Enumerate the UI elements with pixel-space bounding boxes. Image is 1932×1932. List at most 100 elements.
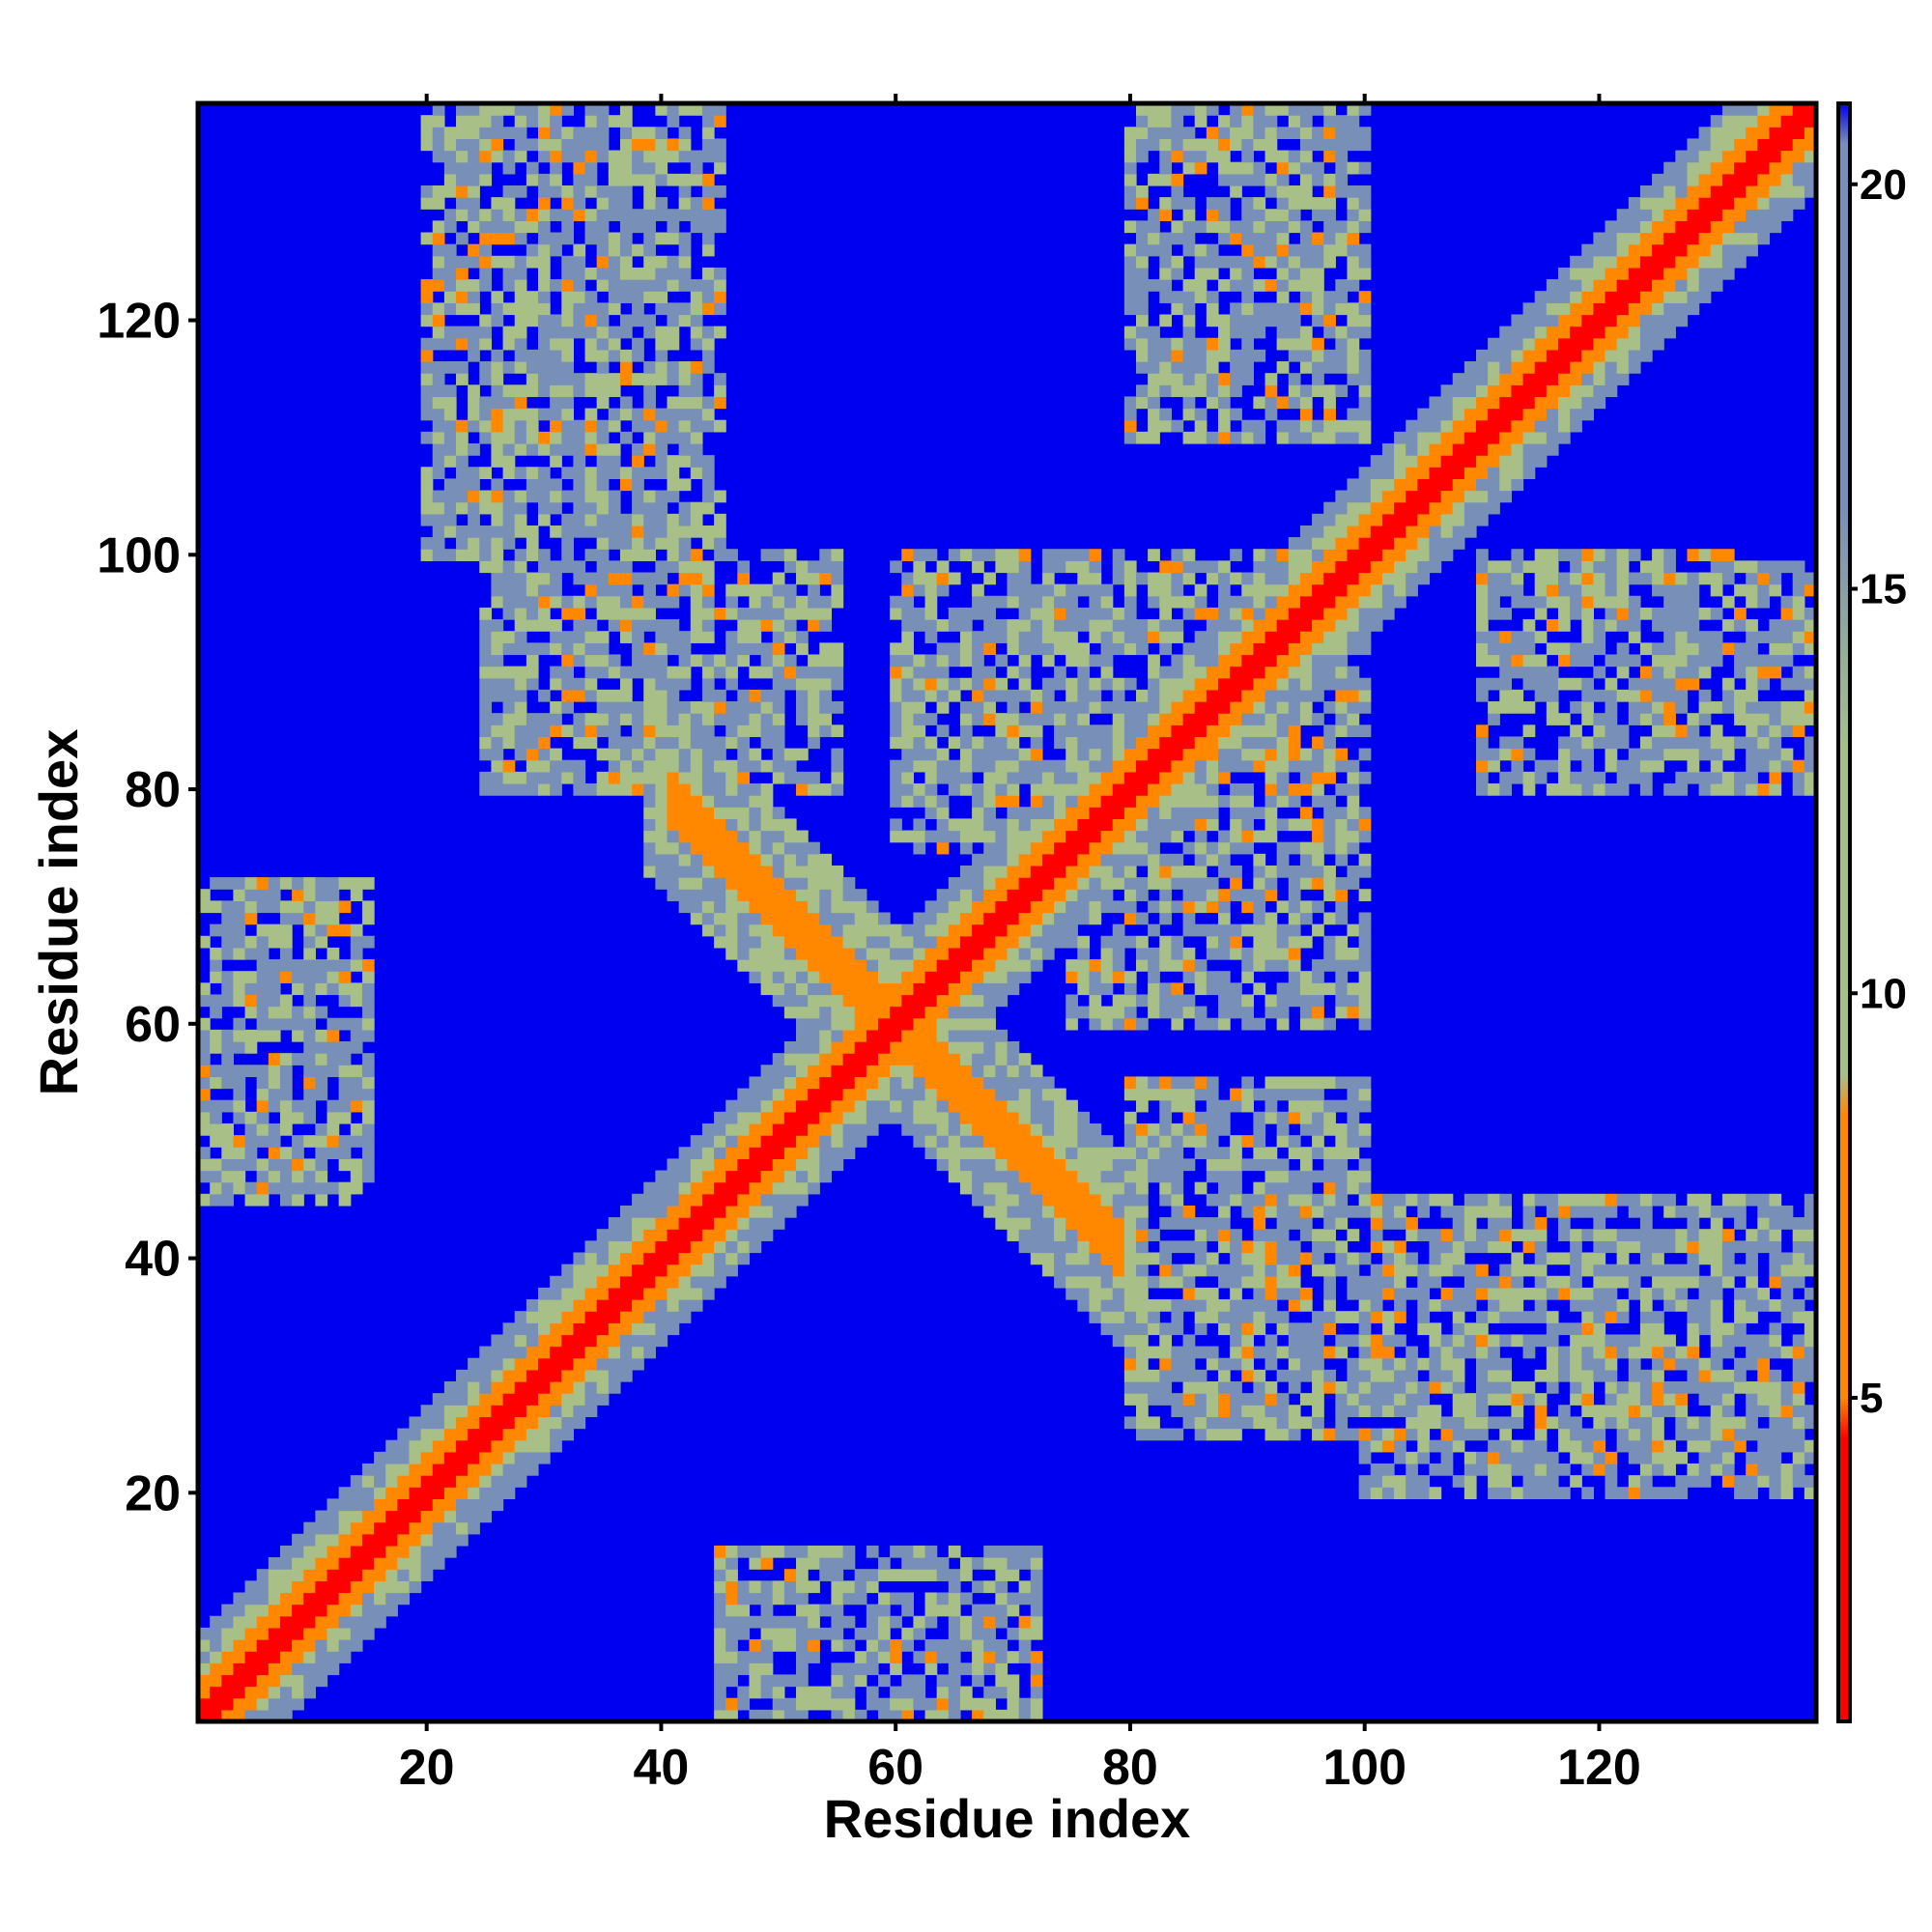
heatmap-cell <box>995 1053 1009 1065</box>
heatmap-cell <box>877 1053 961 1065</box>
heatmap-cell <box>1241 748 1266 761</box>
heatmap-cell <box>1041 689 1055 702</box>
heatmap-cell <box>1746 782 1758 796</box>
heatmap-cell <box>924 971 961 983</box>
heatmap-cell <box>1288 1147 1313 1159</box>
heatmap-cell <box>808 971 820 983</box>
heatmap-cell <box>1230 220 1254 234</box>
heatmap-cell <box>1488 1393 1513 1406</box>
heatmap-cell <box>1663 1393 1676 1406</box>
heatmap-cell <box>1182 431 1208 444</box>
heatmap-cell <box>1323 103 1336 116</box>
heatmap-cell <box>1639 1322 1664 1336</box>
heatmap-cell <box>1804 689 1817 702</box>
heatmap-cell <box>1182 337 1208 351</box>
heatmap-cell <box>1639 1311 1664 1323</box>
heatmap-cell <box>1030 1709 1043 1722</box>
heatmap-cell <box>573 1264 610 1277</box>
heatmap-cell <box>866 1545 879 1558</box>
heatmap-cell <box>385 1510 422 1523</box>
heatmap-cell <box>268 1076 281 1090</box>
heatmap-cell <box>1488 560 1513 574</box>
heatmap-cell <box>1570 724 1582 738</box>
heatmap-cell <box>1264 1111 1278 1124</box>
heatmap-cell <box>1804 701 1817 714</box>
heatmap-cell <box>655 431 692 444</box>
heatmap-cell <box>537 267 551 280</box>
heatmap-cell <box>913 959 938 972</box>
heatmap-cell <box>842 889 867 901</box>
heatmap-cell <box>1312 666 1336 679</box>
heatmap-cell <box>1440 1381 1454 1394</box>
heatmap-cell <box>737 1240 751 1254</box>
heatmap-cell <box>1171 654 1184 668</box>
heatmap-cell <box>1652 1381 1664 1394</box>
heatmap-cell <box>256 1697 270 1711</box>
heatmap-cell <box>303 923 316 937</box>
heatmap-cell <box>1593 373 1606 385</box>
heatmap-cell <box>502 361 516 374</box>
heatmap-cell <box>1769 1322 1782 1336</box>
heatmap-cell <box>1264 994 1278 1008</box>
heatmap-cell <box>1206 431 1219 444</box>
heatmap-cell <box>690 782 703 796</box>
heatmap-cell <box>491 1334 516 1348</box>
heatmap-cell <box>936 1017 996 1031</box>
heatmap-cell <box>1463 431 1500 444</box>
heatmap-cell <box>303 1158 316 1172</box>
heatmap-cell <box>1698 255 1723 269</box>
heatmap-cell <box>1687 243 1712 257</box>
heatmap-cell <box>972 583 984 597</box>
heatmap-cell <box>327 1017 363 1031</box>
heatmap-cell <box>1522 619 1536 632</box>
heatmap-cell <box>584 713 610 725</box>
heatmap-cell <box>749 807 762 819</box>
heatmap-cell <box>1358 1487 1372 1499</box>
heatmap-cell <box>327 982 340 996</box>
heatmap-cell <box>420 396 434 410</box>
heatmap-cell <box>338 1533 363 1547</box>
heatmap-cell <box>1323 748 1336 761</box>
heatmap-cell <box>1253 572 1266 585</box>
heatmap-cell <box>1253 865 1266 878</box>
heatmap-cell <box>760 807 774 819</box>
heatmap-cell <box>573 127 610 140</box>
heatmap-cell <box>1746 631 1794 643</box>
heatmap-cell <box>198 1099 235 1113</box>
heatmap-cell <box>1030 1662 1043 1676</box>
heatmap-cell <box>1347 525 1372 538</box>
heatmap-cell <box>1323 1369 1336 1382</box>
heatmap-cell <box>1041 549 1091 561</box>
heatmap-cell <box>1148 349 1173 362</box>
heatmap-cell <box>1312 771 1336 784</box>
heatmap-cell <box>1030 947 1043 960</box>
heatmap-cell <box>796 1580 820 1594</box>
heatmap-cell <box>1675 701 1689 714</box>
heatmap-cell <box>1276 1252 1301 1265</box>
y-tick-label: 40 <box>125 1232 181 1288</box>
heatmap-cell <box>561 525 633 538</box>
heatmap-cell <box>1570 1240 1582 1254</box>
heatmap-cell <box>1370 1381 1406 1394</box>
heatmap-cell <box>1123 1006 1137 1019</box>
heatmap-cell <box>1054 724 1114 738</box>
heatmap-cell <box>936 572 950 585</box>
heatmap-cell <box>783 771 820 784</box>
heatmap-cell <box>1230 115 1242 128</box>
heatmap-cell <box>514 337 527 351</box>
heatmap-cell <box>995 560 1020 574</box>
heatmap-cell <box>456 115 493 128</box>
heatmap-cell <box>701 537 715 550</box>
heatmap-cell <box>1406 1252 1418 1265</box>
heatmap-cell <box>1123 677 1137 691</box>
heatmap-cell <box>233 1592 270 1605</box>
heatmap-cell <box>573 713 586 725</box>
heatmap-cell <box>1159 1181 1173 1195</box>
heatmap-cell <box>1358 1158 1372 1172</box>
heatmap-cell <box>1041 947 1055 960</box>
heatmap-cell <box>573 642 586 656</box>
heatmap-cell <box>1452 1264 1477 1277</box>
heatmap-cell <box>1335 1346 1349 1359</box>
heatmap-cell <box>350 1627 375 1640</box>
heatmap-cell <box>1381 1193 1406 1207</box>
